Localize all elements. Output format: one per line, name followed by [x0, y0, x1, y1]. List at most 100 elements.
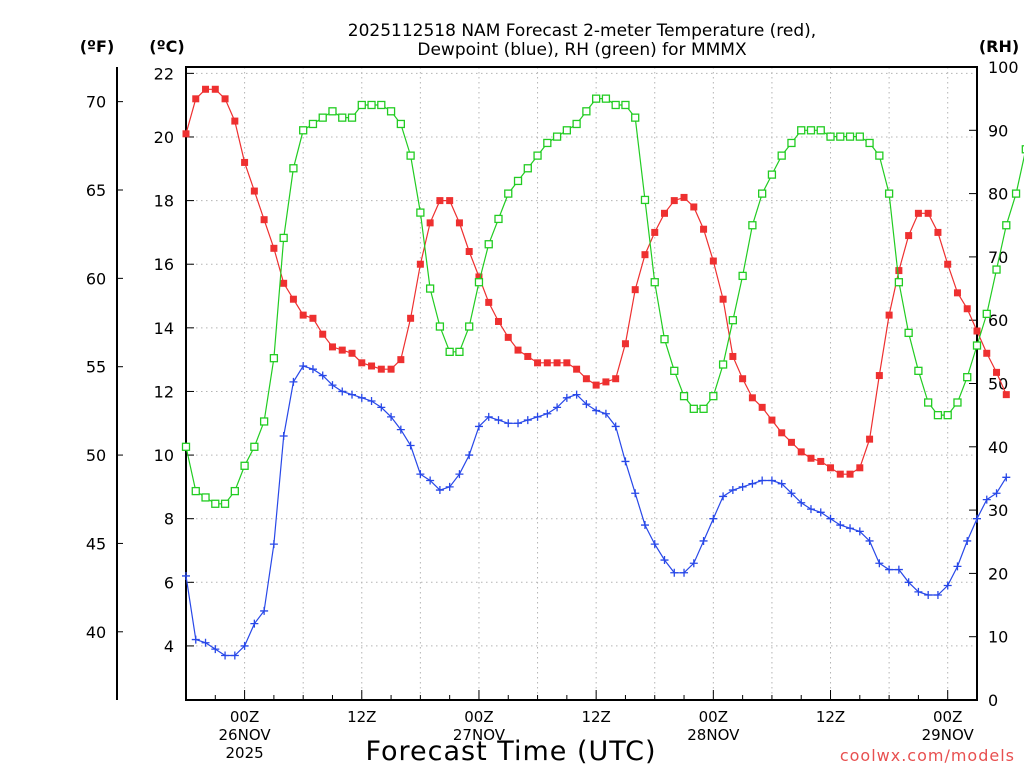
celsius-tick-label: 18	[154, 192, 174, 211]
series-dewpoint-point	[445, 482, 454, 491]
series-dewpoint-point	[230, 651, 239, 660]
series-temperature-point	[729, 352, 737, 360]
rh-tick-label: 100	[988, 58, 1019, 77]
series-temperature-point	[534, 359, 542, 367]
series-rh-point	[982, 309, 991, 319]
x-tick-label: 12Z	[581, 708, 610, 726]
series-temperature-point	[250, 187, 258, 195]
series-dewpoint-point	[748, 479, 757, 488]
x-tick-label: 12Z	[816, 708, 845, 726]
series-temperature-point	[504, 333, 512, 341]
series-temperature-point	[231, 117, 239, 125]
series-rh-point	[972, 341, 982, 350]
series-temperature-point	[973, 327, 981, 335]
series-temperature-point	[856, 464, 864, 472]
series-temperature-point	[983, 349, 991, 357]
series-dewpoint-point	[904, 578, 913, 587]
series-rh-point	[845, 132, 855, 141]
y-axis-label-celsius: (ºC)	[149, 37, 184, 56]
series-dewpoint-point	[572, 390, 581, 399]
series-dewpoint-point	[865, 536, 874, 545]
series-temperature-point	[1002, 391, 1010, 399]
series-temperature-point	[719, 295, 727, 303]
series-temperature-point	[612, 375, 620, 383]
series-temperature-point	[963, 305, 971, 313]
series-temperature-point	[748, 394, 756, 402]
x-tick-label: 00Z	[464, 708, 493, 726]
series-rh-point	[631, 113, 640, 122]
series-temperature-point	[993, 368, 1001, 376]
series-dewpoint-point	[474, 422, 483, 431]
series-temperature-point	[866, 435, 874, 443]
series-rh-point	[562, 126, 572, 135]
series-temperature-point	[270, 244, 278, 252]
series-dewpoint-point	[465, 451, 474, 460]
series-temperature-point	[358, 359, 366, 367]
series-dewpoint-point	[523, 416, 532, 425]
series-dewpoint-point	[240, 641, 249, 650]
series-rh-point	[601, 94, 611, 103]
series-rh-point	[386, 107, 396, 116]
series-rh-point	[689, 404, 698, 413]
series-dewpoint-point	[767, 476, 776, 485]
series-dewpoint-point	[514, 419, 523, 428]
celsius-tick-label: 10	[154, 446, 174, 465]
series-temperature-point	[641, 251, 649, 259]
celsius-tick-label: 14	[154, 319, 174, 338]
series-rh-point	[279, 233, 288, 243]
fahrenheit-tick-label: 65	[86, 181, 106, 200]
series-temperature-point	[817, 457, 825, 465]
series-dewpoint-point	[982, 495, 991, 504]
series-temperature-point	[407, 314, 415, 322]
plot-series	[181, 85, 1024, 660]
series-dewpoint-point	[201, 638, 210, 647]
celsius-tick-label: 4	[164, 637, 174, 656]
series-dewpoint-point	[680, 568, 689, 577]
series-temperature-point	[368, 362, 376, 370]
rh-tick-label: 10	[988, 628, 1008, 647]
series-dewpoint-point	[914, 587, 923, 596]
x-tick-label: 00Z	[933, 708, 962, 726]
series-rh-point	[357, 100, 366, 110]
series-temperature-point	[700, 225, 708, 233]
series-rh-point	[367, 100, 376, 110]
series-dewpoint-point	[836, 521, 845, 530]
series-rh-point	[455, 347, 464, 357]
series-temperature-point	[690, 203, 698, 211]
series-rh-point	[543, 138, 552, 148]
series-rh-point	[836, 132, 845, 141]
rh-tick-label: 70	[988, 248, 1008, 267]
axes: 40 45 50 55 60 65 70 4 6 8 10 12 14 16 18 20 22 0 10 20 30 40…	[86, 58, 1019, 762]
series-dewpoint-point	[533, 412, 542, 421]
series-temperature-point	[739, 375, 747, 383]
series-temperature-point	[670, 197, 678, 205]
fahrenheit-tick-label: 45	[86, 534, 106, 553]
series-rh-point	[425, 284, 435, 293]
series-temperature-point	[807, 454, 815, 462]
series-dewpoint-point	[826, 514, 835, 523]
series-rh-point	[709, 392, 718, 401]
series-temperature-point	[377, 365, 385, 373]
series-rh-point	[474, 278, 484, 287]
series-temperature-point	[651, 228, 659, 236]
series-dewpoint-point	[406, 441, 415, 450]
series-temperature-point	[778, 429, 786, 437]
series-temperature-point	[485, 298, 493, 306]
series-rh-point	[406, 151, 415, 160]
series-dewpoint-point	[992, 489, 1001, 498]
series-dewpoint-point	[640, 521, 649, 530]
series-temperature-point	[582, 375, 590, 383]
series-dewpoint-point	[611, 422, 620, 431]
series-rh-point	[894, 278, 904, 287]
x-axis-title: Forecast Time (UTC)	[365, 736, 656, 767]
series-dewpoint-point	[660, 556, 669, 565]
series-rh-point	[797, 126, 806, 135]
series-rh-point	[269, 354, 279, 363]
series-rh-point	[767, 170, 777, 179]
rh-tick-label: 90	[988, 121, 1008, 140]
series-dewpoint-point	[777, 479, 786, 488]
series-rh-point	[484, 240, 493, 249]
series-rh-point	[1011, 189, 1021, 198]
series-temperature-point	[289, 295, 297, 303]
